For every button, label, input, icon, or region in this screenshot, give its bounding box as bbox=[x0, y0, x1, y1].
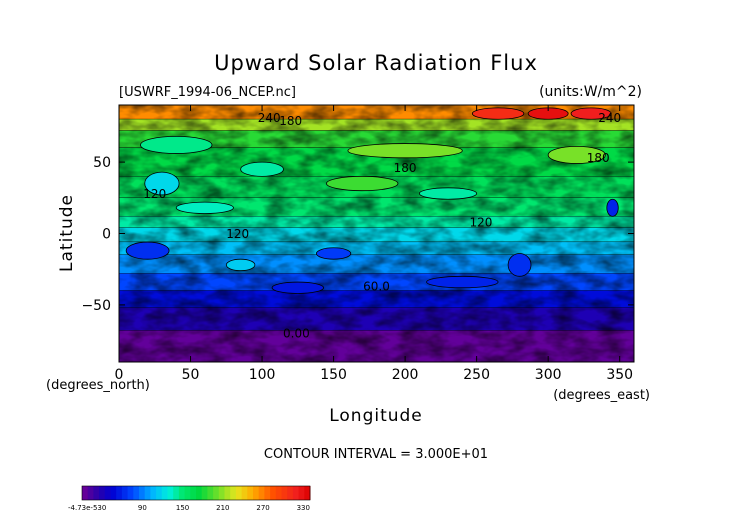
units-label: (units:W/m^2) bbox=[539, 84, 642, 100]
flux-patch-11 bbox=[175, 201, 234, 214]
contour-label-4: 180 bbox=[587, 151, 610, 165]
flux-patch-2 bbox=[570, 107, 612, 120]
x-tick-label-350: 350 bbox=[606, 367, 633, 383]
x-tick-label-100: 100 bbox=[249, 367, 276, 383]
colorbar-cell-0 bbox=[82, 486, 89, 500]
colorbar-cell-36 bbox=[287, 486, 294, 500]
colorbar-cell-12 bbox=[150, 486, 157, 500]
colorbar-label-0: -4.73e-530 bbox=[68, 504, 106, 512]
colorbar-cell-34 bbox=[275, 486, 282, 500]
source-file-label: [USWRF_1994-06_NCEP.nc] bbox=[119, 85, 296, 100]
colorbar-cell-32 bbox=[264, 486, 271, 500]
colorbar-cell-19 bbox=[190, 486, 197, 500]
colorbar-cell-25 bbox=[224, 486, 231, 500]
y-tick-label-50: 50 bbox=[93, 155, 111, 171]
flux-patch-12 bbox=[125, 241, 170, 260]
colorbar-cell-7 bbox=[121, 486, 129, 500]
contour-label-1: 180 bbox=[279, 114, 302, 128]
colorbar-cell-30 bbox=[253, 486, 260, 500]
contour-interval-text: CONTOUR INTERVAL = 3.000E+01 bbox=[264, 447, 488, 462]
x-tick-label-250: 250 bbox=[463, 367, 490, 383]
x-axis: 0 50 100 150 200 250 300 350 bbox=[115, 105, 633, 383]
flux-patch-6 bbox=[326, 175, 399, 192]
y-tick-label-0: 0 bbox=[102, 227, 111, 243]
colorbar-label-2: 150 bbox=[176, 504, 189, 512]
colorbar-cell-18 bbox=[184, 486, 191, 500]
contour-label-7: 120 bbox=[469, 215, 492, 229]
colorbar-cell-21 bbox=[201, 486, 208, 500]
colorbar-cell-22 bbox=[207, 486, 214, 500]
colorbar-cell-5 bbox=[110, 486, 117, 500]
colorbar-cell-39 bbox=[304, 486, 311, 500]
colorbar-cell-23 bbox=[213, 486, 220, 500]
flux-patch-14 bbox=[507, 253, 532, 277]
y-unit-label: (degrees_north) bbox=[46, 378, 150, 393]
colorbar-cell-29 bbox=[247, 486, 254, 500]
y-axis-title: Latitude bbox=[57, 194, 77, 272]
x-tick-label-200: 200 bbox=[392, 367, 419, 383]
colorbar-cell-1 bbox=[87, 486, 94, 500]
flux-patch-7 bbox=[144, 171, 180, 196]
flux-patch-0 bbox=[471, 107, 525, 120]
colorbar-cell-15 bbox=[167, 486, 174, 500]
x-tick-label-150: 150 bbox=[320, 367, 347, 383]
colorbar-cell-14 bbox=[161, 486, 168, 500]
flux-patch-16 bbox=[426, 275, 499, 289]
flux-patch-13 bbox=[316, 247, 352, 260]
x-tick-label-300: 300 bbox=[535, 367, 562, 383]
contour-label-8: 60.0 bbox=[363, 280, 390, 294]
x-unit-label: (degrees_east) bbox=[553, 388, 650, 403]
colorbar-label-4: 270 bbox=[256, 504, 269, 512]
colorbar-cell-38 bbox=[298, 486, 305, 500]
colorbar: -4.73e-530 90 150 210 270 330 bbox=[68, 485, 311, 512]
colorbar-cell-13 bbox=[156, 486, 163, 500]
flux-patch-15 bbox=[271, 281, 324, 294]
colorbar-cell-35 bbox=[281, 486, 288, 500]
colorbar-label-5: 330 bbox=[297, 504, 310, 512]
flux-patch-3 bbox=[140, 136, 213, 154]
colorbar-cell-31 bbox=[258, 486, 265, 500]
y-axis: 50 0 −50 bbox=[81, 155, 634, 314]
colorbar-cell-11 bbox=[144, 486, 151, 500]
colorbar-cell-16 bbox=[173, 486, 180, 500]
chart-title: Upward Solar Radiation Flux bbox=[214, 51, 538, 75]
colorbar-frame bbox=[81, 485, 311, 501]
contour-label-2: 240 bbox=[598, 111, 621, 125]
flux-patch-17 bbox=[225, 258, 256, 272]
colorbar-cell-8 bbox=[127, 486, 134, 500]
colorbar-cell-20 bbox=[196, 486, 203, 500]
contour-label-5: 120 bbox=[143, 187, 166, 201]
colorbar-cell-27 bbox=[235, 486, 243, 500]
colorbar-cell-33 bbox=[270, 486, 277, 500]
colorbar-cell-6 bbox=[116, 486, 123, 500]
contour-label-9: 0.00 bbox=[283, 327, 310, 341]
flux-patch-5 bbox=[547, 146, 606, 164]
x-tick-label-0: 0 bbox=[115, 367, 124, 383]
colorbar-label-1: 90 bbox=[138, 504, 147, 512]
colorbar-cell-26 bbox=[230, 486, 237, 500]
contour-label-0: 240 bbox=[258, 111, 281, 125]
colorbar-cell-10 bbox=[139, 486, 146, 500]
colorbar-cell-28 bbox=[241, 486, 248, 500]
contour-label-3: 180 bbox=[394, 161, 417, 175]
colorbar-cell-9 bbox=[133, 486, 140, 500]
x-tick-label-50: 50 bbox=[182, 367, 200, 383]
flux-patch-4 bbox=[347, 143, 463, 159]
contour-label-6: 120 bbox=[226, 227, 249, 241]
colorbar-cell-17 bbox=[178, 486, 186, 500]
flux-patch-8 bbox=[240, 161, 284, 177]
colorbar-cell-37 bbox=[292, 486, 300, 500]
colorbar-cell-3 bbox=[99, 486, 106, 500]
colorbar-cell-2 bbox=[93, 486, 100, 500]
flux-patch-9 bbox=[606, 198, 619, 217]
colorbar-cell-24 bbox=[218, 486, 225, 500]
colorbar-label-3: 210 bbox=[216, 504, 229, 512]
colorbar-cell-4 bbox=[104, 486, 111, 500]
x-axis-title: Longitude bbox=[329, 406, 423, 426]
flux-patch-10 bbox=[419, 187, 478, 200]
y-tick-label--50: −50 bbox=[81, 298, 111, 314]
